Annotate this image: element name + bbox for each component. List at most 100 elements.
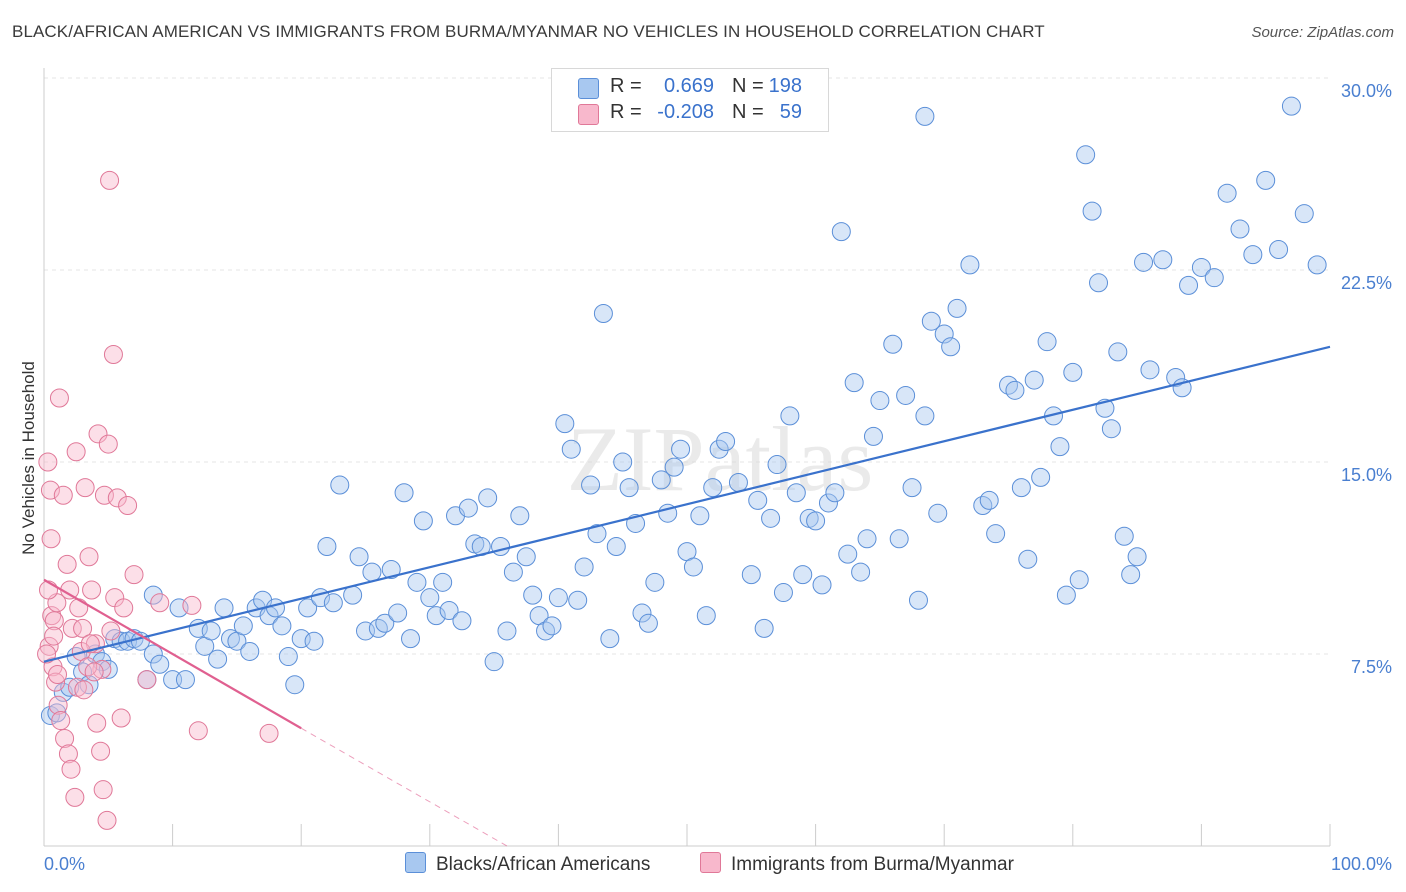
point-blacks (1108, 342, 1128, 362)
point-blacks (60, 677, 80, 697)
point-burma (74, 680, 94, 700)
point-blacks (818, 493, 838, 513)
point-burma (57, 554, 77, 574)
point-blacks (1140, 360, 1160, 380)
point-blacks (632, 603, 652, 623)
point-blacks (761, 508, 781, 528)
point-blacks (690, 506, 710, 526)
point-blacks (285, 675, 305, 695)
point-burma (44, 626, 64, 646)
point-blacks (915, 406, 935, 426)
point-blacks (889, 529, 909, 549)
point-blacks (143, 644, 163, 664)
point-burma (118, 496, 138, 516)
point-blacks (786, 483, 806, 503)
point-blacks (98, 659, 118, 679)
trend-line-burma-extension (300, 727, 508, 847)
point-blacks (773, 583, 793, 603)
axes (43, 68, 1331, 847)
point-blacks (1024, 370, 1044, 390)
point-blacks (979, 490, 999, 510)
source-credit: Source: ZipAtlas.com (1251, 24, 1394, 41)
point-blacks (1230, 219, 1250, 239)
point-blacks (915, 106, 935, 126)
point-burma (93, 780, 113, 800)
point-blacks (857, 529, 877, 549)
point-blacks (175, 670, 195, 690)
point-burma (107, 488, 127, 508)
trend-line-burma (43, 578, 302, 730)
point-blacks (883, 334, 903, 354)
point-blacks (619, 478, 639, 498)
point-blacks (748, 490, 768, 510)
point-burma (55, 728, 75, 748)
point-blacks (233, 616, 253, 636)
point-blacks (343, 585, 363, 605)
point-burma (84, 662, 104, 682)
series-blacks-points (40, 96, 1327, 725)
point-blacks (516, 547, 536, 567)
x-tick-label: 0.0% (44, 854, 85, 874)
point-blacks (1018, 549, 1038, 569)
point-blacks (150, 654, 170, 674)
point-blacks (92, 652, 112, 672)
chart-title: BLACK/AFRICAN AMERICAN VS IMMIGRANTS FRO… (12, 22, 1045, 41)
point-blacks (780, 406, 800, 426)
correlation-legend: R = 0.669 N = 198 R = -0.208 N = 59 (551, 68, 829, 132)
point-blacks (478, 488, 498, 508)
point-blacks (240, 641, 260, 661)
y-tick-label: 7.5% (1351, 657, 1392, 677)
point-blacks (709, 439, 729, 459)
point-blacks (561, 439, 581, 459)
point-blacks (407, 572, 427, 592)
bottom-legend-swatch-blacks (405, 852, 426, 873)
point-burma (39, 580, 59, 600)
point-burma (62, 618, 82, 638)
point-blacks (1037, 332, 1057, 352)
point-blacks (278, 647, 298, 667)
point-blacks (806, 511, 826, 531)
trend-line-blacks (43, 345, 1331, 663)
point-blacks (1082, 201, 1102, 221)
point-blacks (587, 524, 607, 544)
legend-n-label: N = (732, 101, 764, 123)
point-blacks (767, 455, 787, 475)
point-blacks (671, 439, 691, 459)
point-blacks (413, 511, 433, 531)
point-blacks (317, 536, 337, 556)
legend-n-value: 198 (768, 75, 802, 97)
point-blacks (381, 560, 401, 580)
point-blacks (143, 585, 163, 605)
point-burma (88, 424, 108, 444)
point-blacks (728, 472, 748, 492)
point-burma (182, 595, 202, 615)
point-blacks (1063, 362, 1083, 382)
point-blacks (523, 585, 543, 605)
point-blacks (947, 298, 967, 318)
point-burma (101, 621, 121, 641)
point-blacks (600, 629, 620, 649)
point-burma (137, 670, 157, 690)
point-blacks (754, 618, 774, 638)
point-blacks (825, 483, 845, 503)
point-blacks (1076, 145, 1096, 165)
point-blacks (606, 536, 626, 556)
point-blacks (1005, 380, 1025, 400)
point-burma (46, 672, 66, 692)
point-blacks (928, 503, 948, 523)
point-burma (40, 480, 60, 500)
point-burma (48, 695, 68, 715)
point-blacks (1011, 478, 1031, 498)
point-blacks (497, 621, 517, 641)
point-burma (92, 659, 112, 679)
legend-swatch-blacks (578, 78, 599, 99)
point-blacks (368, 618, 388, 638)
point-blacks (452, 611, 472, 631)
point-blacks (510, 506, 530, 526)
point-blacks (1153, 250, 1173, 270)
point-burma (75, 478, 95, 498)
bottom-legend-label-burma: Immigrants from Burma/Myanmar (731, 854, 1014, 875)
point-blacks (844, 373, 864, 393)
point-blacks (831, 222, 851, 242)
point-burma (53, 485, 73, 505)
